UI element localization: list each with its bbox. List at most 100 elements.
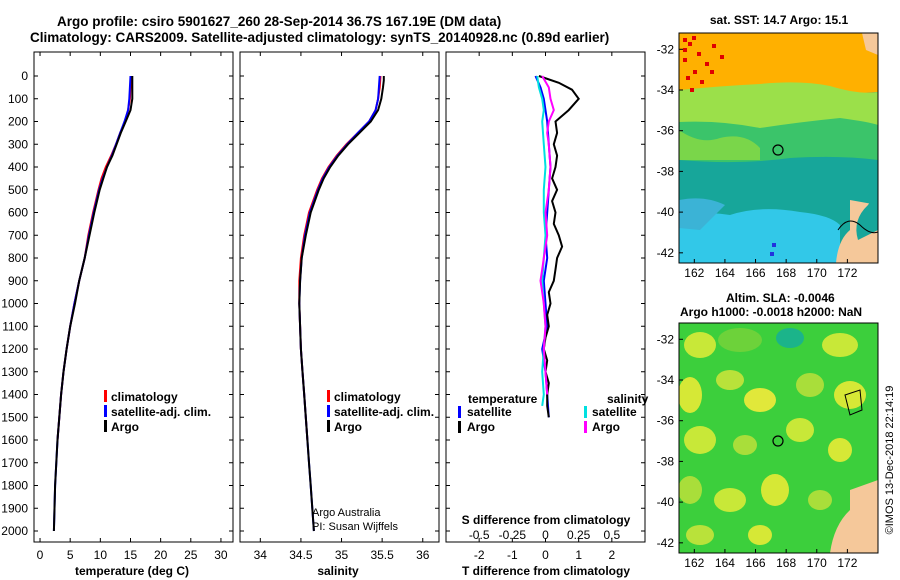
s-diff-tick-label: 0 <box>542 528 549 542</box>
map-y-tick-label: -40 <box>657 495 675 509</box>
x-tick-label: 1 <box>575 548 582 562</box>
depth-tick-label: 1200 <box>1 342 28 356</box>
series-line-temperature-argo <box>538 75 580 418</box>
legend-label-satellite: satellite-adj. clim. <box>111 405 211 419</box>
map-y-tick-label: -38 <box>657 454 675 468</box>
x-tick-label: -2 <box>474 548 485 562</box>
depth-tick-label: 1800 <box>1 479 28 493</box>
legend-label-argo: Argo <box>111 420 139 434</box>
depth-tick-label: 0 <box>21 69 28 83</box>
depth-tick-label: 1400 <box>1 388 28 402</box>
sst-map-title: sat. SST: 14.7 Argo: 15.1 <box>710 13 849 27</box>
map-x-tick-label: 166 <box>746 266 766 280</box>
sst-argo-location-marker <box>772 144 784 156</box>
map-x-tick-label: 170 <box>807 556 827 570</box>
s-difference-label: S difference from climatology <box>462 513 631 527</box>
legend-swatch-s-argo <box>584 421 587 433</box>
credit-line-2: PI: Susan Wijffels <box>312 521 398 533</box>
salinity-x-label: salinity <box>317 564 359 578</box>
legend-label-t-argo: Argo <box>467 420 495 434</box>
depth-tick-label: 1000 <box>1 297 28 311</box>
legend-label-satellite: satellite-adj. clim. <box>334 405 434 419</box>
x-tick-label: 30 <box>214 548 228 562</box>
x-tick-label: 10 <box>94 548 108 562</box>
salinity-chart: 34 34.5 35 35.5 36 <box>254 52 430 562</box>
salinity-panel-frame <box>239 51 440 543</box>
legend-swatch-s-satellite <box>584 406 587 418</box>
map-x-tick-label: 170 <box>807 266 827 280</box>
map-y-tick-label: -40 <box>657 205 675 219</box>
legend-swatch-t-argo <box>458 421 461 433</box>
t-difference-x-label: T difference from climatology <box>462 564 630 578</box>
sst-warm-pixels <box>683 36 724 92</box>
sst-map-field <box>679 33 878 263</box>
series-line-satellite-adj-clim- <box>52 75 132 532</box>
difference-legend: temperature salinity satellite Argo sate… <box>458 392 649 434</box>
depth-tick-label: 700 <box>8 228 28 242</box>
depth-tick-label: 300 <box>8 137 28 151</box>
depth-tick-label: 600 <box>8 206 28 220</box>
x-tick-label: 25 <box>184 548 198 562</box>
temperature-chart: 0 5 10 15 20 25 30 <box>37 52 228 562</box>
series-line-salinity-argo <box>539 75 555 395</box>
figure-title-line-2: Climatology: CARS2009. Satellite-adjuste… <box>30 30 609 45</box>
depth-tick-label: 1500 <box>1 410 28 424</box>
map-y-tick-label: -42 <box>657 246 675 260</box>
depth-tick-label: 1600 <box>1 433 28 447</box>
legend-label-s-argo: Argo <box>592 420 620 434</box>
temperature-x-label: temperature (deg C) <box>75 564 189 578</box>
depth-tick-label: 1700 <box>1 456 28 470</box>
credit-line-1: Argo Australia <box>312 507 381 519</box>
map-x-tick-label: 168 <box>776 556 796 570</box>
series-line-climatology <box>298 75 382 441</box>
s-diff-tick-label: 0.25 <box>567 528 591 542</box>
x-tick-label: 35.5 <box>370 548 394 562</box>
x-tick-label: 34.5 <box>289 548 313 562</box>
legend-label-climatology: climatology <box>111 390 178 404</box>
sla-map-title: Altim. SLA: -0.0046 <box>726 291 835 305</box>
map-x-tick-label: 164 <box>715 556 735 570</box>
map-y-tick-label: -34 <box>657 83 675 97</box>
map-y-tick-label: -32 <box>657 332 675 346</box>
depth-tick-label: 500 <box>8 183 28 197</box>
depth-tick-label: 800 <box>8 251 28 265</box>
map-y-tick-label: -36 <box>657 414 675 428</box>
x-tick-label: 0 <box>37 548 44 562</box>
legend-header-salinity: salinity <box>607 392 649 406</box>
legend-swatch-climatology <box>104 390 107 402</box>
s-diff-tick-label: -0.5 <box>469 528 490 542</box>
sla-map-frame <box>678 322 879 554</box>
map-y-tick-label: -42 <box>657 536 675 550</box>
sst-map-axes: 162 164 166 168 170 172 -32 -34 -36 -38 -40 -42 <box>657 42 858 280</box>
legend-label-argo: Argo <box>334 420 362 434</box>
difference-chart: -2 -1 0 1 2 -0.5 -0.25 0 0.25 0.5 <box>469 52 620 562</box>
x-tick-label: 2 <box>608 548 615 562</box>
map-y-tick-label: -32 <box>657 42 675 56</box>
map-x-tick-label: 168 <box>776 266 796 280</box>
temperature-panel-frame <box>33 51 234 543</box>
depth-tick-label: 100 <box>8 92 28 106</box>
depth-tick-label: 2000 <box>1 524 28 538</box>
legend-swatch-argo <box>104 420 107 432</box>
legend-label-s-satellite: satellite <box>592 405 637 419</box>
depth-tick-label: 1900 <box>1 501 28 515</box>
sla-map-subtitle: Argo h1000: -0.0018 h2000: NaN <box>680 305 862 319</box>
sla-map-field <box>679 323 878 553</box>
legend-swatch-climatology <box>327 390 330 402</box>
x-tick-label: 35 <box>335 548 349 562</box>
legend-swatch-argo <box>327 420 330 432</box>
map-y-tick-label: -34 <box>657 373 675 387</box>
x-tick-label: -1 <box>507 548 518 562</box>
map-y-tick-label: -38 <box>657 164 675 178</box>
legend-swatch-t-satellite <box>458 406 461 418</box>
depth-tick-label: 1300 <box>1 365 28 379</box>
sla-map-axes: 162 164 166 168 170 172 -32 -34 -36 -38 -40 -42 <box>657 332 858 570</box>
legend-header-temperature: temperature <box>468 392 538 406</box>
s-diff-tick-label: -0.25 <box>499 528 527 542</box>
watermark: ©IMOS 13-Dec-2018 22:14:19 <box>884 386 896 535</box>
x-tick-label: 20 <box>154 548 168 562</box>
x-tick-label: 34 <box>254 548 268 562</box>
x-tick-label: 15 <box>124 548 138 562</box>
s-diff-tick-label: 0.5 <box>603 528 620 542</box>
